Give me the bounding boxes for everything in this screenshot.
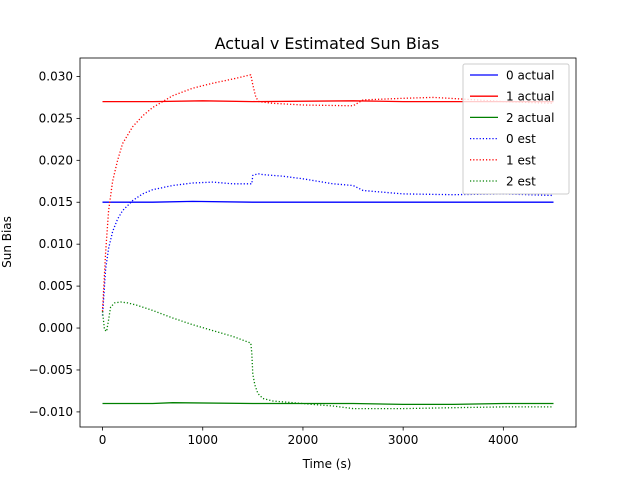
chart-title: Actual v Estimated Sun Bias — [215, 34, 440, 53]
legend-label-2: 2 actual — [506, 111, 554, 125]
x-tick-label: 4000 — [488, 433, 519, 447]
series-line-0 — [102, 200, 554, 203]
axes-layer: 0 1000 2000 3000 4000 −0.010 −0.005 0.000 0.005 0… — [29, 57, 577, 447]
legend-label-3: 0 est — [506, 132, 536, 146]
series-line-5 — [101, 301, 554, 410]
y-tick-label: 0.010 — [39, 237, 73, 251]
legend-label-5: 2 est — [506, 175, 536, 189]
y-tick-label: 0.025 — [39, 111, 73, 125]
plot-frame — [79, 57, 577, 428]
legend-label-0: 0 actual — [506, 69, 554, 83]
legend-label-1: 1 actual — [506, 90, 554, 104]
legend-label-4: 1 est — [506, 153, 536, 167]
legend: 0 actual 1 actual 2 actual 0 est 1 est 2 est — [462, 63, 570, 195]
x-tick-label: 3000 — [388, 433, 419, 447]
y-tick-label: 0.030 — [39, 69, 73, 83]
y-tick-label: −0.005 — [29, 363, 73, 377]
x-tick-label: 0 — [99, 433, 107, 447]
x-axis-label: Time (s) — [302, 457, 352, 471]
y-axis-label: Sun Bias — [0, 216, 14, 268]
x-tick-label: 1000 — [187, 433, 218, 447]
y-tick-label: 0.000 — [39, 321, 73, 335]
y-tick-label: 0.020 — [39, 153, 73, 167]
x-tick-label: 2000 — [288, 433, 319, 447]
y-tick-label: 0.015 — [39, 195, 73, 209]
y-tick-label: 0.005 — [39, 279, 73, 293]
y-tick-label: −0.010 — [29, 405, 73, 419]
series-line-2 — [102, 402, 554, 406]
series-line-3 — [101, 173, 554, 316]
